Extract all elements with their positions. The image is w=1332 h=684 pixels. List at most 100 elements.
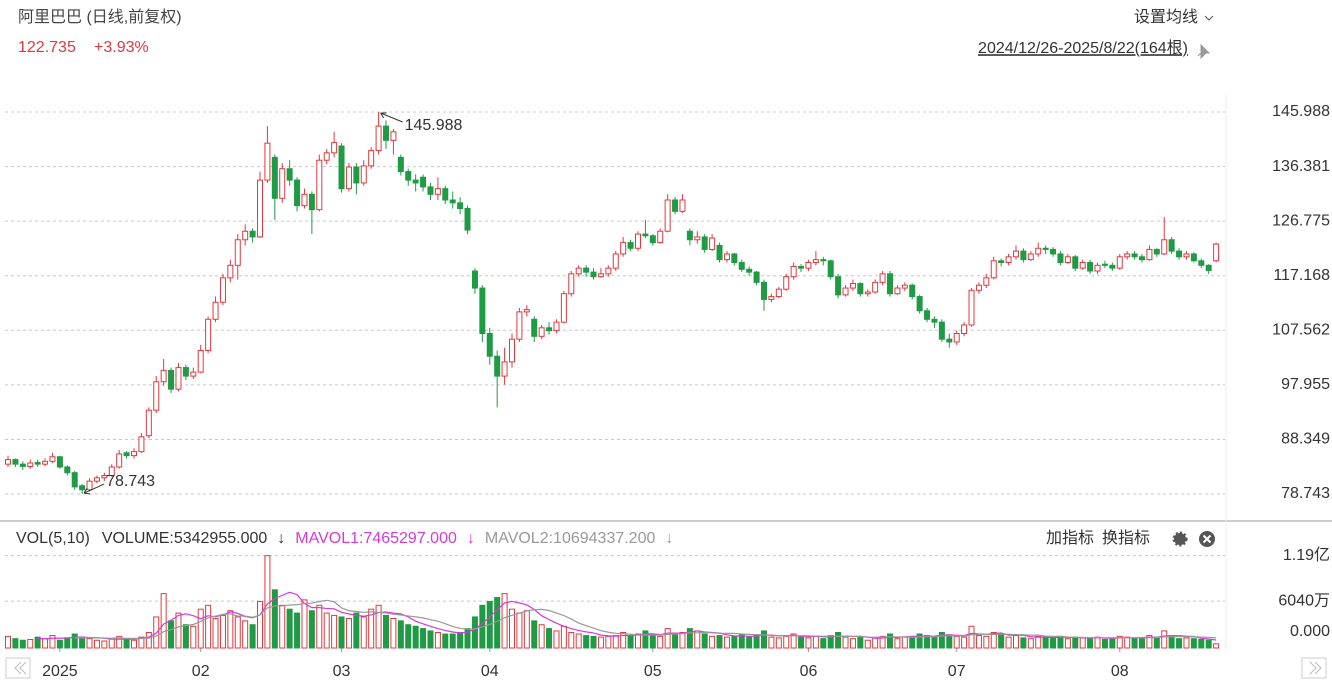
volume-bar: [812, 635, 819, 649]
scroll-right-icon: [1309, 661, 1322, 675]
volume-header-text: MAVOL2:10694337.200: [485, 530, 656, 547]
volume-tick-label: 6040万: [1278, 592, 1330, 609]
candle-body: [627, 242, 634, 249]
y-tick-label: 145.988: [1272, 103, 1330, 120]
volume-bar: [1101, 638, 1108, 649]
candle-body: [249, 230, 256, 238]
volume-bar: [842, 636, 849, 649]
candle-body: [694, 236, 701, 241]
volume-bar: [701, 633, 708, 649]
volume-bar: [753, 635, 760, 649]
candle-body: [301, 193, 308, 207]
volume-bar: [1138, 637, 1145, 649]
volume-bar: [627, 635, 634, 649]
volume-bar: [1005, 636, 1012, 649]
candle-body: [864, 291, 871, 295]
volume-bar: [575, 633, 582, 649]
candle-body: [560, 293, 567, 323]
x-tick-label: 08: [1111, 663, 1129, 680]
candle-body: [620, 242, 627, 255]
candle-body: [612, 253, 619, 269]
volume-bar: [397, 620, 404, 649]
volume-bar: [242, 620, 249, 649]
candle-body: [434, 188, 441, 195]
volume-bar: [205, 604, 212, 649]
candle-body: [382, 125, 389, 141]
volume-header-text: VOLUME:5342955.000: [102, 530, 268, 547]
candle-body: [983, 277, 990, 286]
candle-body: [1012, 250, 1019, 258]
scroll-left[interactable]: [5, 657, 31, 679]
scroll-left-icon: [14, 661, 27, 675]
volume-bar: [597, 636, 604, 649]
ma-settings-button[interactable]: 设置均线: [1134, 8, 1198, 26]
volume-bar: [1072, 636, 1079, 649]
price-change: +3.93%: [94, 39, 149, 56]
candle-body: [316, 159, 323, 211]
volume-bar: [382, 614, 389, 649]
candle-body: [234, 239, 241, 266]
candle-body: [961, 324, 968, 334]
candle-body: [516, 311, 523, 340]
candle-body: [649, 235, 656, 244]
candle-body: [1198, 260, 1205, 266]
volume-bar: [420, 628, 427, 649]
volume-header-text: ↓: [277, 530, 285, 547]
candle-body: [590, 271, 597, 278]
candle-body: [701, 236, 708, 250]
scroll-right[interactable]: [1301, 657, 1327, 679]
volume-bar: [990, 631, 997, 649]
candle-body: [1035, 247, 1042, 255]
candle-body: [938, 321, 945, 340]
indicator-button[interactable]: 换指标: [1102, 529, 1150, 547]
candle-body: [531, 318, 538, 337]
candle-body: [1183, 253, 1190, 258]
candle-body: [738, 261, 745, 270]
volume-bar: [657, 635, 664, 649]
candle-body: [257, 179, 264, 238]
volume-bar: [86, 638, 93, 649]
volume-bar: [1146, 635, 1153, 649]
candle-body: [968, 289, 975, 326]
volume-bar: [620, 631, 627, 649]
volume-bar: [1131, 638, 1138, 649]
candle-body: [931, 318, 938, 323]
volume-bar: [783, 635, 790, 649]
volume-bar: [79, 636, 86, 649]
pin-icon[interactable]: [1197, 43, 1211, 60]
candle-body: [1042, 247, 1049, 250]
candle-body: [812, 259, 819, 263]
indicator-button[interactable]: 加指标: [1046, 529, 1094, 547]
settings-icon[interactable]: [1172, 531, 1188, 547]
candle-body: [805, 261, 812, 269]
volume-bar: [879, 635, 886, 649]
volume-bar: [249, 624, 256, 649]
volume-bar: [516, 612, 523, 649]
candle-body: [368, 150, 375, 167]
candle-body: [1205, 264, 1212, 271]
candle-body: [471, 270, 478, 289]
volume-bar: [1183, 637, 1190, 649]
volume-bar: [523, 610, 530, 649]
candle-body: [768, 296, 775, 300]
date-range[interactable]: 2024/12/26-2025/8/22(164根): [978, 39, 1188, 57]
candle-body: [1109, 264, 1116, 269]
volume-bar: [5, 635, 12, 649]
candle-body: [872, 281, 879, 293]
candle-body: [1213, 243, 1220, 262]
volume-bar: [442, 633, 449, 649]
candle-body: [160, 369, 167, 383]
candle-body: [175, 367, 182, 390]
candle-body: [264, 142, 271, 181]
volume-bar: [234, 616, 241, 649]
volume-bar: [953, 635, 960, 649]
candle-body: [553, 321, 560, 332]
volume-bar: [108, 638, 115, 649]
volume-bar: [175, 612, 182, 649]
volume-bar: [1124, 636, 1131, 649]
volume-bar: [768, 636, 775, 649]
volume-header-text: ↓: [665, 530, 673, 547]
volume-bar: [264, 555, 271, 649]
volume-bar: [1094, 636, 1101, 649]
volume-bar: [160, 593, 167, 649]
